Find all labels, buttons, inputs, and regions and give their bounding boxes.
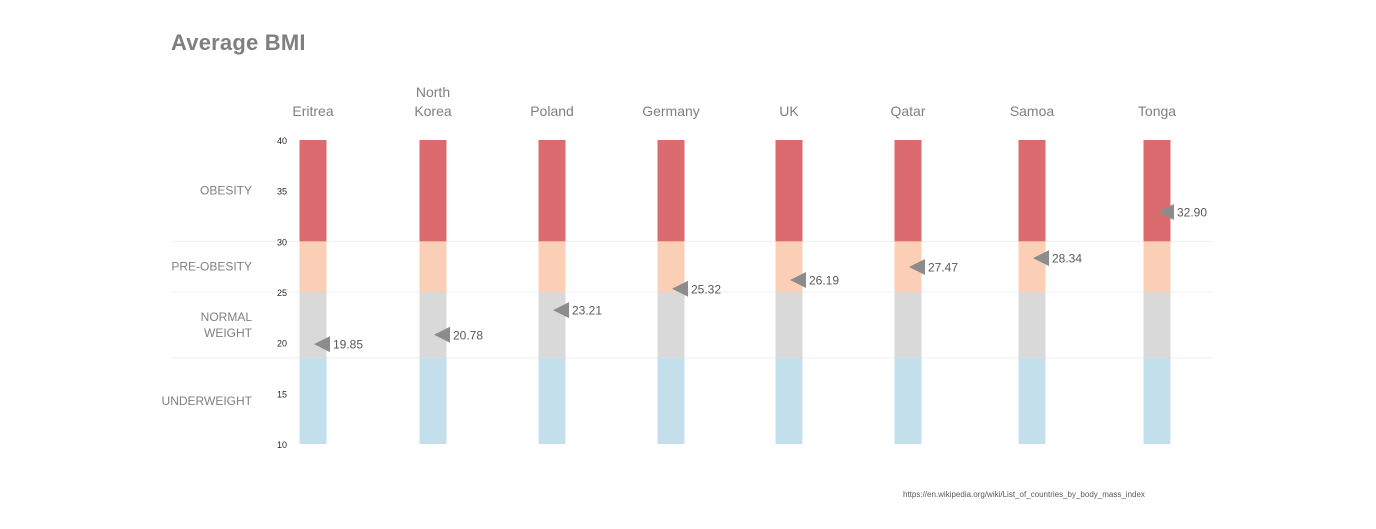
band-segment: [658, 241, 685, 292]
value-label: 28.34: [1052, 252, 1082, 266]
band-segment: [1019, 140, 1046, 241]
source-note: https://en.wikipedia.org/wiki/List_of_co…: [903, 490, 1145, 499]
band-segment: [1019, 241, 1046, 292]
value-label: 19.85: [333, 338, 363, 352]
band-label-line: PRE-OBESITY: [171, 260, 252, 274]
band-label: UNDERWEIGHT: [162, 394, 253, 408]
band-label-line: WEIGHT: [204, 326, 253, 340]
country-label-line: Poland: [530, 103, 574, 119]
bmi-chart: 10 15 20 25 30 35 40 UNDERWEIGHT NORMAL WEIGHT PR…: [0, 0, 1376, 529]
band-segment: [1019, 358, 1046, 444]
y-tick-label: 35: [277, 187, 287, 197]
country-label: Samoa: [1010, 103, 1055, 119]
band-label: OBESITY: [200, 184, 252, 198]
country-label: North Korea: [414, 84, 452, 119]
band-segment: [300, 140, 327, 241]
band-segment: [539, 241, 566, 292]
country-column: [895, 140, 922, 444]
country-labels: Eritrea North Korea Poland Germany UK Qatar Sam…: [292, 84, 1176, 119]
country-column: [776, 140, 803, 444]
country-label: Eritrea: [292, 103, 333, 119]
band-label: NORMAL WEIGHT: [201, 310, 253, 340]
band-label-line: OBESITY: [200, 184, 252, 198]
country-label: UK: [779, 103, 799, 119]
band-segment: [420, 292, 447, 358]
band-segment: [539, 358, 566, 444]
country-label-line: Tonga: [1138, 103, 1176, 119]
band-segment: [776, 140, 803, 241]
value-label: 20.78: [453, 328, 483, 342]
band-segment: [300, 241, 327, 292]
band-segment: [776, 241, 803, 292]
country-label: Poland: [530, 103, 574, 119]
y-tick-label: 10: [277, 440, 287, 450]
country-label-line: Eritrea: [292, 103, 333, 119]
country-label-line: Korea: [414, 103, 452, 119]
value-label: 25.32: [691, 282, 721, 296]
country-column: [1144, 140, 1171, 444]
y-tick-label: 20: [277, 339, 287, 349]
band-segment: [420, 241, 447, 292]
band-label: PRE-OBESITY: [171, 260, 252, 274]
country-label-line: Germany: [642, 103, 700, 119]
country-label-line: North: [416, 84, 450, 100]
value-label: 26.19: [809, 273, 839, 287]
band-segment: [895, 292, 922, 358]
band-segment: [1144, 292, 1171, 358]
country-label-line: Samoa: [1010, 103, 1055, 119]
y-tick-label: 30: [277, 237, 287, 247]
band-segment: [1144, 140, 1171, 241]
band-segment: [420, 140, 447, 241]
band-segment: [539, 140, 566, 241]
band-segment: [539, 292, 566, 358]
country-column: [420, 140, 447, 444]
band-segment: [895, 358, 922, 444]
y-axis: 10 15 20 25 30 35 40: [277, 136, 287, 450]
country-label: Tonga: [1138, 103, 1176, 119]
country-label: Germany: [642, 103, 700, 119]
country-column: [539, 140, 566, 444]
value-markers: 19.85 20.78 23.21 25.32 26.19 27.47 28.34 32.90: [314, 204, 1207, 352]
band-segment: [658, 292, 685, 358]
country-label-line: Qatar: [890, 103, 925, 119]
band-label-line: UNDERWEIGHT: [162, 394, 253, 408]
value-label: 23.21: [572, 304, 602, 318]
band-segment: [658, 358, 685, 444]
country-column: [1019, 140, 1046, 444]
country-label-line: UK: [779, 103, 799, 119]
band-segment: [776, 358, 803, 444]
country-label: Qatar: [890, 103, 925, 119]
band-segment: [895, 140, 922, 241]
band-segment: [1144, 241, 1171, 292]
band-labels: UNDERWEIGHT NORMAL WEIGHT PRE-OBESITY OBESIT…: [162, 184, 253, 408]
band-segment: [300, 358, 327, 444]
country-column: [300, 140, 327, 444]
band-segment: [776, 292, 803, 358]
band-segment: [1019, 292, 1046, 358]
y-tick-label: 15: [277, 389, 287, 399]
band-label-line: NORMAL: [201, 310, 253, 324]
band-segment: [1144, 358, 1171, 444]
y-tick-label: 40: [277, 136, 287, 146]
band-segment: [658, 140, 685, 241]
value-label: 27.47: [928, 260, 958, 274]
y-tick-label: 25: [277, 288, 287, 298]
band-segment: [420, 358, 447, 444]
value-label: 32.90: [1177, 205, 1207, 219]
